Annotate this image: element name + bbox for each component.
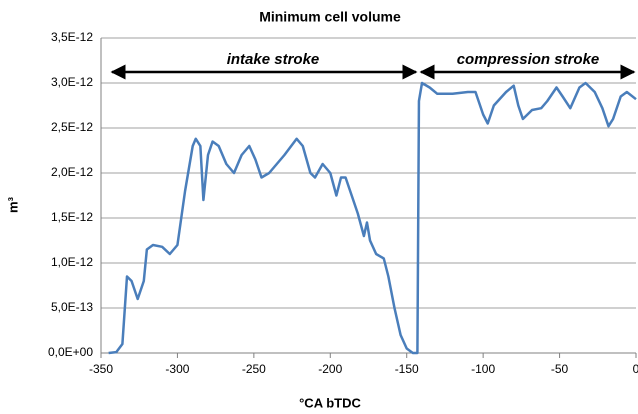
y-tick-label: 5,0E-13 — [51, 300, 93, 314]
y-tick-label: 1,5E-12 — [51, 210, 93, 224]
y-tick-label: 0,0E+00 — [48, 345, 93, 359]
y-tick-label: 3,0E-12 — [51, 75, 93, 89]
y-tick-label: 3,5E-12 — [51, 30, 93, 44]
annotation: intake stroke — [227, 51, 320, 68]
data-line — [108, 81, 637, 355]
x-tick-label: -100 — [471, 362, 495, 376]
x-tick-label: 0 — [633, 362, 638, 376]
y-tick-label: 1,0E-12 — [51, 255, 93, 269]
x-tick-label: -150 — [395, 362, 419, 376]
x-tick-label: -50 — [551, 362, 569, 376]
chart-title: Minimum cell volume — [259, 9, 401, 25]
x-tick-label: -300 — [165, 362, 189, 376]
x-tick-label: -250 — [242, 362, 266, 376]
annotation: compression stroke — [457, 51, 600, 68]
x-tick-label: -350 — [89, 362, 113, 376]
x-axis-label: °CA bTDC — [299, 395, 361, 410]
y-tick-label: 2,5E-12 — [51, 120, 93, 134]
x-tick-label: -200 — [318, 362, 342, 376]
y-tick-label: 2,0E-12 — [51, 165, 93, 179]
y-axis-label: m³ — [5, 196, 20, 213]
